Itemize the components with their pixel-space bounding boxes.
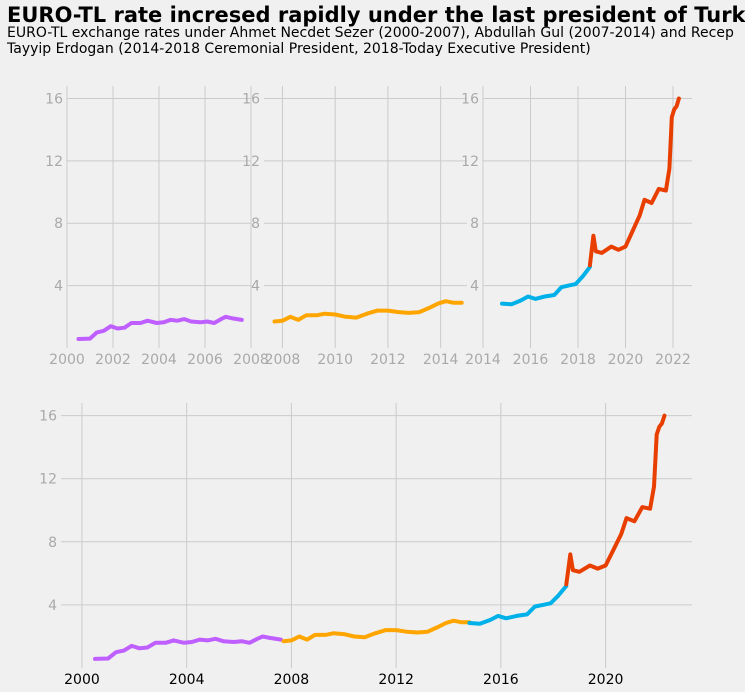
- y-tick-label: 12: [39, 472, 57, 488]
- y-tick-label: 8: [54, 216, 63, 232]
- y-tick-label: 8: [48, 535, 57, 551]
- x-tick-label: 2008: [274, 672, 310, 688]
- y-tick-label: 12: [45, 154, 63, 170]
- series-line-erdogan_executive: [587, 96, 681, 268]
- x-tick-label: 2004: [169, 672, 205, 688]
- y-tick-label: 4: [54, 279, 63, 295]
- series-line-erdogan_ceremonial: [467, 584, 569, 626]
- x-tick-label: 2020: [608, 352, 644, 368]
- x-tick-label: 2020: [588, 672, 624, 688]
- series-line-sezer: [76, 314, 244, 341]
- y-tick-label: 12: [242, 154, 260, 170]
- x-tick-label: 2012: [378, 672, 414, 688]
- x-tick-label: 2016: [513, 352, 549, 368]
- chart-subtitle: EURO-TL exchange rates under Ahmet Necde…: [7, 25, 734, 57]
- chart-title: EURO-TL rate incresed rapidly under the …: [7, 3, 745, 27]
- x-tick-label: 2014: [423, 352, 459, 368]
- x-tick-label: 2000: [49, 352, 85, 368]
- y-tick-label: 4: [470, 279, 479, 295]
- y-tick-label: 4: [251, 279, 260, 295]
- x-tick-label: 2016: [483, 672, 519, 688]
- x-tick-label: 2008: [265, 352, 301, 368]
- x-tick-label: 2000: [64, 672, 100, 688]
- x-tick-label: 2018: [560, 352, 596, 368]
- x-tick-label: 2006: [187, 352, 223, 368]
- x-tick-label: 2004: [141, 352, 177, 368]
- series-line-erdogan_ceremonial: [500, 264, 592, 307]
- x-tick-label: 2014: [465, 352, 501, 368]
- y-tick-label: 16: [461, 91, 479, 107]
- x-tick-label: 2012: [370, 352, 406, 368]
- x-tick-label: 2008: [233, 352, 269, 368]
- series-line-sezer: [93, 634, 283, 661]
- y-tick-label: 8: [470, 216, 479, 232]
- x-tick-label: 2010: [317, 352, 353, 368]
- y-tick-label: 16: [242, 91, 260, 107]
- y-tick-label: 16: [45, 91, 63, 107]
- y-tick-label: 4: [48, 598, 57, 614]
- series-line-gul: [281, 618, 472, 644]
- y-tick-label: 8: [251, 216, 260, 232]
- x-tick-label: 2022: [655, 352, 691, 368]
- series-line-gul: [272, 299, 464, 324]
- x-tick-label: 2002: [95, 352, 131, 368]
- y-tick-label: 12: [461, 154, 479, 170]
- y-tick-label: 16: [39, 409, 57, 425]
- series-line-erdogan_executive: [564, 413, 667, 587]
